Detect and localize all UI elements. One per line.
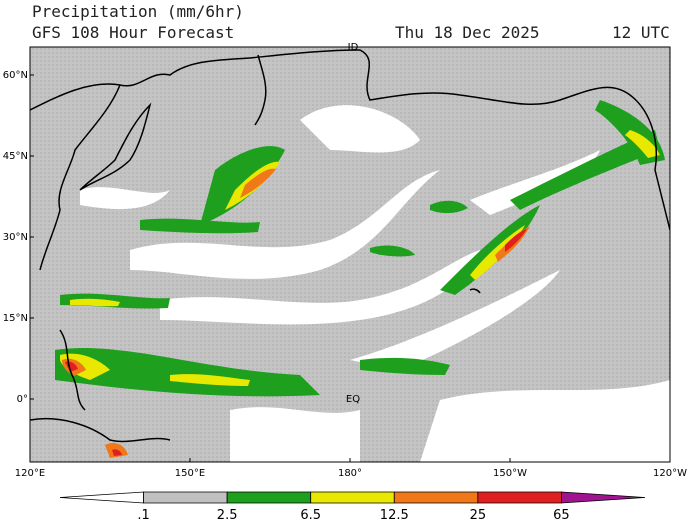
colorbar-segment	[143, 491, 228, 504]
lon-label: 120°E	[15, 468, 45, 479]
colorbar-segment	[561, 491, 646, 504]
lon-label: 180°	[338, 468, 362, 479]
date: Thu 18 Dec 2025	[395, 23, 540, 42]
map-field	[30, 47, 670, 462]
colorbar-segment	[226, 491, 312, 504]
colorbar-label: 65	[553, 508, 570, 523]
lat-label: 0°	[17, 394, 28, 405]
lat-label: 30°N	[3, 232, 28, 243]
colorbar-label: 12.5	[380, 508, 409, 523]
subtitle: GFS 108 Hour Forecast	[32, 23, 234, 42]
map-annotation: ID	[348, 42, 359, 53]
colorbar-segment	[477, 491, 562, 504]
colorbar-label: .1	[137, 508, 149, 523]
colorbar-label: 2.5	[217, 508, 238, 523]
time: 12 UTC	[612, 23, 670, 42]
colorbar-segment	[310, 491, 395, 504]
colorbar: .1 2.5 6.5 12.5 25 65	[59, 491, 646, 523]
title: Precipitation (mm/6hr)	[32, 2, 244, 21]
lon-label: 150°W	[493, 468, 527, 479]
lat-label: 60°N	[3, 70, 28, 81]
lat-label: 45°N	[3, 151, 28, 162]
lon-label: 150°E	[175, 468, 205, 479]
lat-label: 15°N	[3, 313, 28, 324]
colorbar-segment	[59, 491, 144, 504]
lon-label: 120°W	[653, 468, 687, 479]
colorbar-label: 6.5	[300, 508, 321, 523]
axes: 60°N 45°N 30°N 15°N 0° 120°E 150°E 180° 150°W 120…	[3, 70, 687, 479]
colorbar-segment	[393, 491, 479, 504]
map-annotation: EQ	[346, 394, 360, 405]
colorbar-label: 25	[470, 508, 487, 523]
